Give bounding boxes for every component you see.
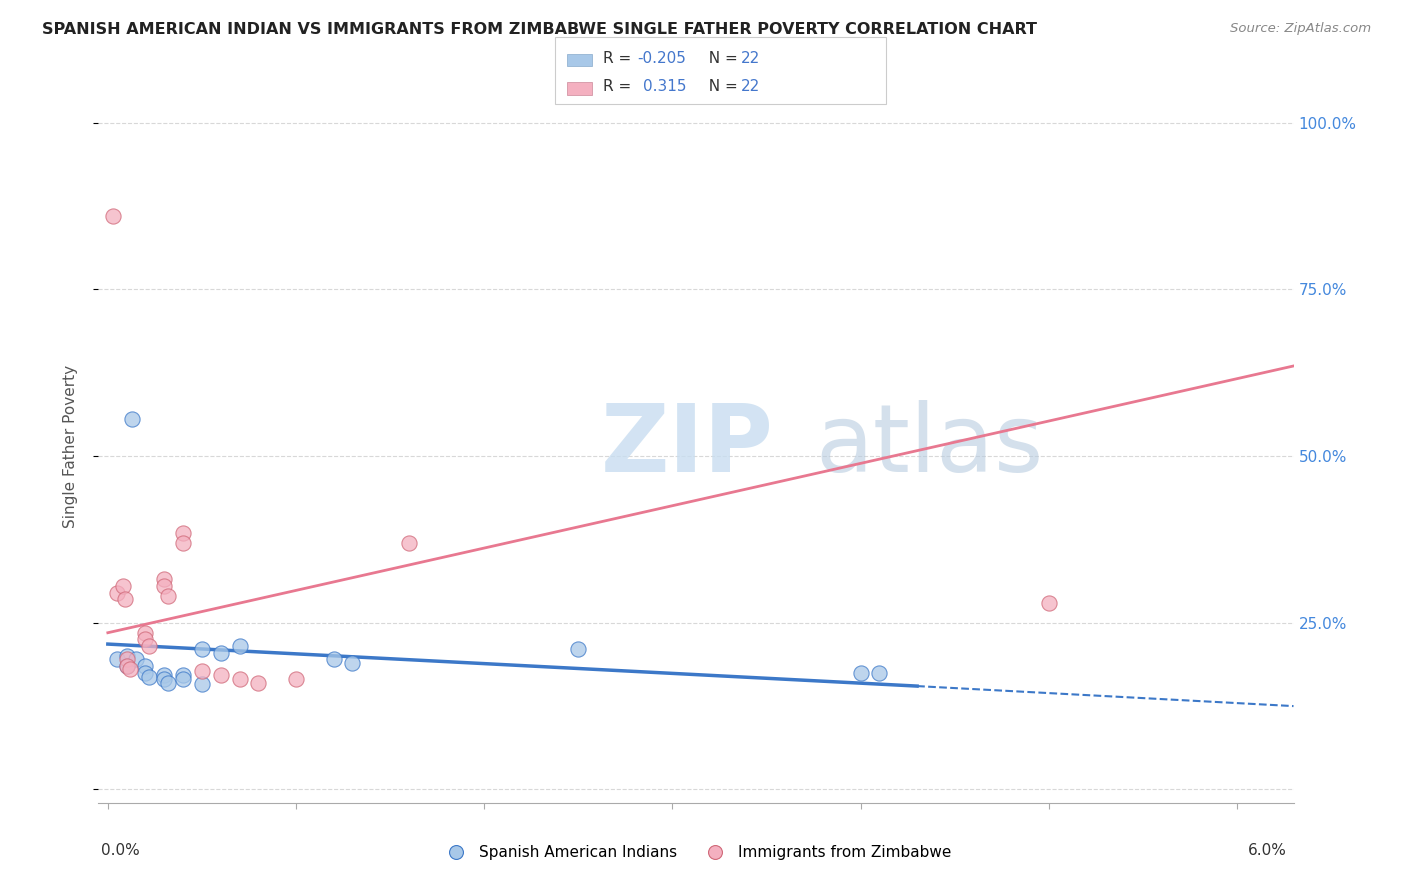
Point xyxy=(191,664,214,678)
Point xyxy=(1038,596,1060,610)
Point xyxy=(115,652,138,666)
Point xyxy=(103,209,125,223)
Point xyxy=(285,673,308,687)
Point xyxy=(153,579,176,593)
Text: -0.205: -0.205 xyxy=(637,51,686,66)
Text: atlas: atlas xyxy=(815,400,1043,492)
Text: 22: 22 xyxy=(741,79,761,95)
Point xyxy=(134,665,156,680)
Point xyxy=(869,665,891,680)
Text: 22: 22 xyxy=(741,51,761,66)
Point xyxy=(342,656,364,670)
Point xyxy=(172,525,194,540)
Legend: Spanish American Indians, Immigrants from Zimbabwe: Spanish American Indians, Immigrants fro… xyxy=(434,839,957,866)
Text: ZIP: ZIP xyxy=(600,400,773,492)
Point xyxy=(153,673,176,687)
Point xyxy=(567,642,589,657)
Text: N =: N = xyxy=(699,51,742,66)
Point xyxy=(111,579,134,593)
Text: 0.315: 0.315 xyxy=(643,79,686,95)
Point xyxy=(157,675,180,690)
Point xyxy=(247,675,270,690)
Point xyxy=(191,677,214,691)
Point xyxy=(115,659,138,673)
Point xyxy=(138,639,160,653)
Point xyxy=(172,535,194,549)
Point xyxy=(398,535,420,549)
Point xyxy=(121,412,143,426)
Text: R =: R = xyxy=(603,51,637,66)
Point xyxy=(134,632,156,647)
Text: R =: R = xyxy=(603,79,641,95)
Point xyxy=(114,592,136,607)
Point xyxy=(105,652,128,666)
Text: N =: N = xyxy=(699,79,742,95)
Point xyxy=(191,642,214,657)
Point xyxy=(134,625,156,640)
Point xyxy=(172,667,194,681)
Point xyxy=(172,673,194,687)
Text: Source: ZipAtlas.com: Source: ZipAtlas.com xyxy=(1230,22,1371,36)
Y-axis label: Single Father Poverty: Single Father Poverty xyxy=(63,365,77,527)
Point xyxy=(115,649,138,664)
Point xyxy=(209,667,232,681)
Point xyxy=(157,589,180,603)
Point xyxy=(134,659,156,673)
Text: 0.0%: 0.0% xyxy=(101,843,141,858)
Point xyxy=(138,670,160,684)
Point xyxy=(153,667,176,681)
Text: 6.0%: 6.0% xyxy=(1247,843,1286,858)
Point xyxy=(125,652,148,666)
Point xyxy=(153,573,176,587)
Point xyxy=(120,662,142,676)
Point xyxy=(105,585,128,599)
Point xyxy=(228,673,250,687)
Point xyxy=(322,652,344,666)
Point xyxy=(849,665,872,680)
Text: SPANISH AMERICAN INDIAN VS IMMIGRANTS FROM ZIMBABWE SINGLE FATHER POVERTY CORREL: SPANISH AMERICAN INDIAN VS IMMIGRANTS FR… xyxy=(42,22,1038,37)
Point xyxy=(209,646,232,660)
Point xyxy=(228,639,250,653)
Point xyxy=(115,659,138,673)
